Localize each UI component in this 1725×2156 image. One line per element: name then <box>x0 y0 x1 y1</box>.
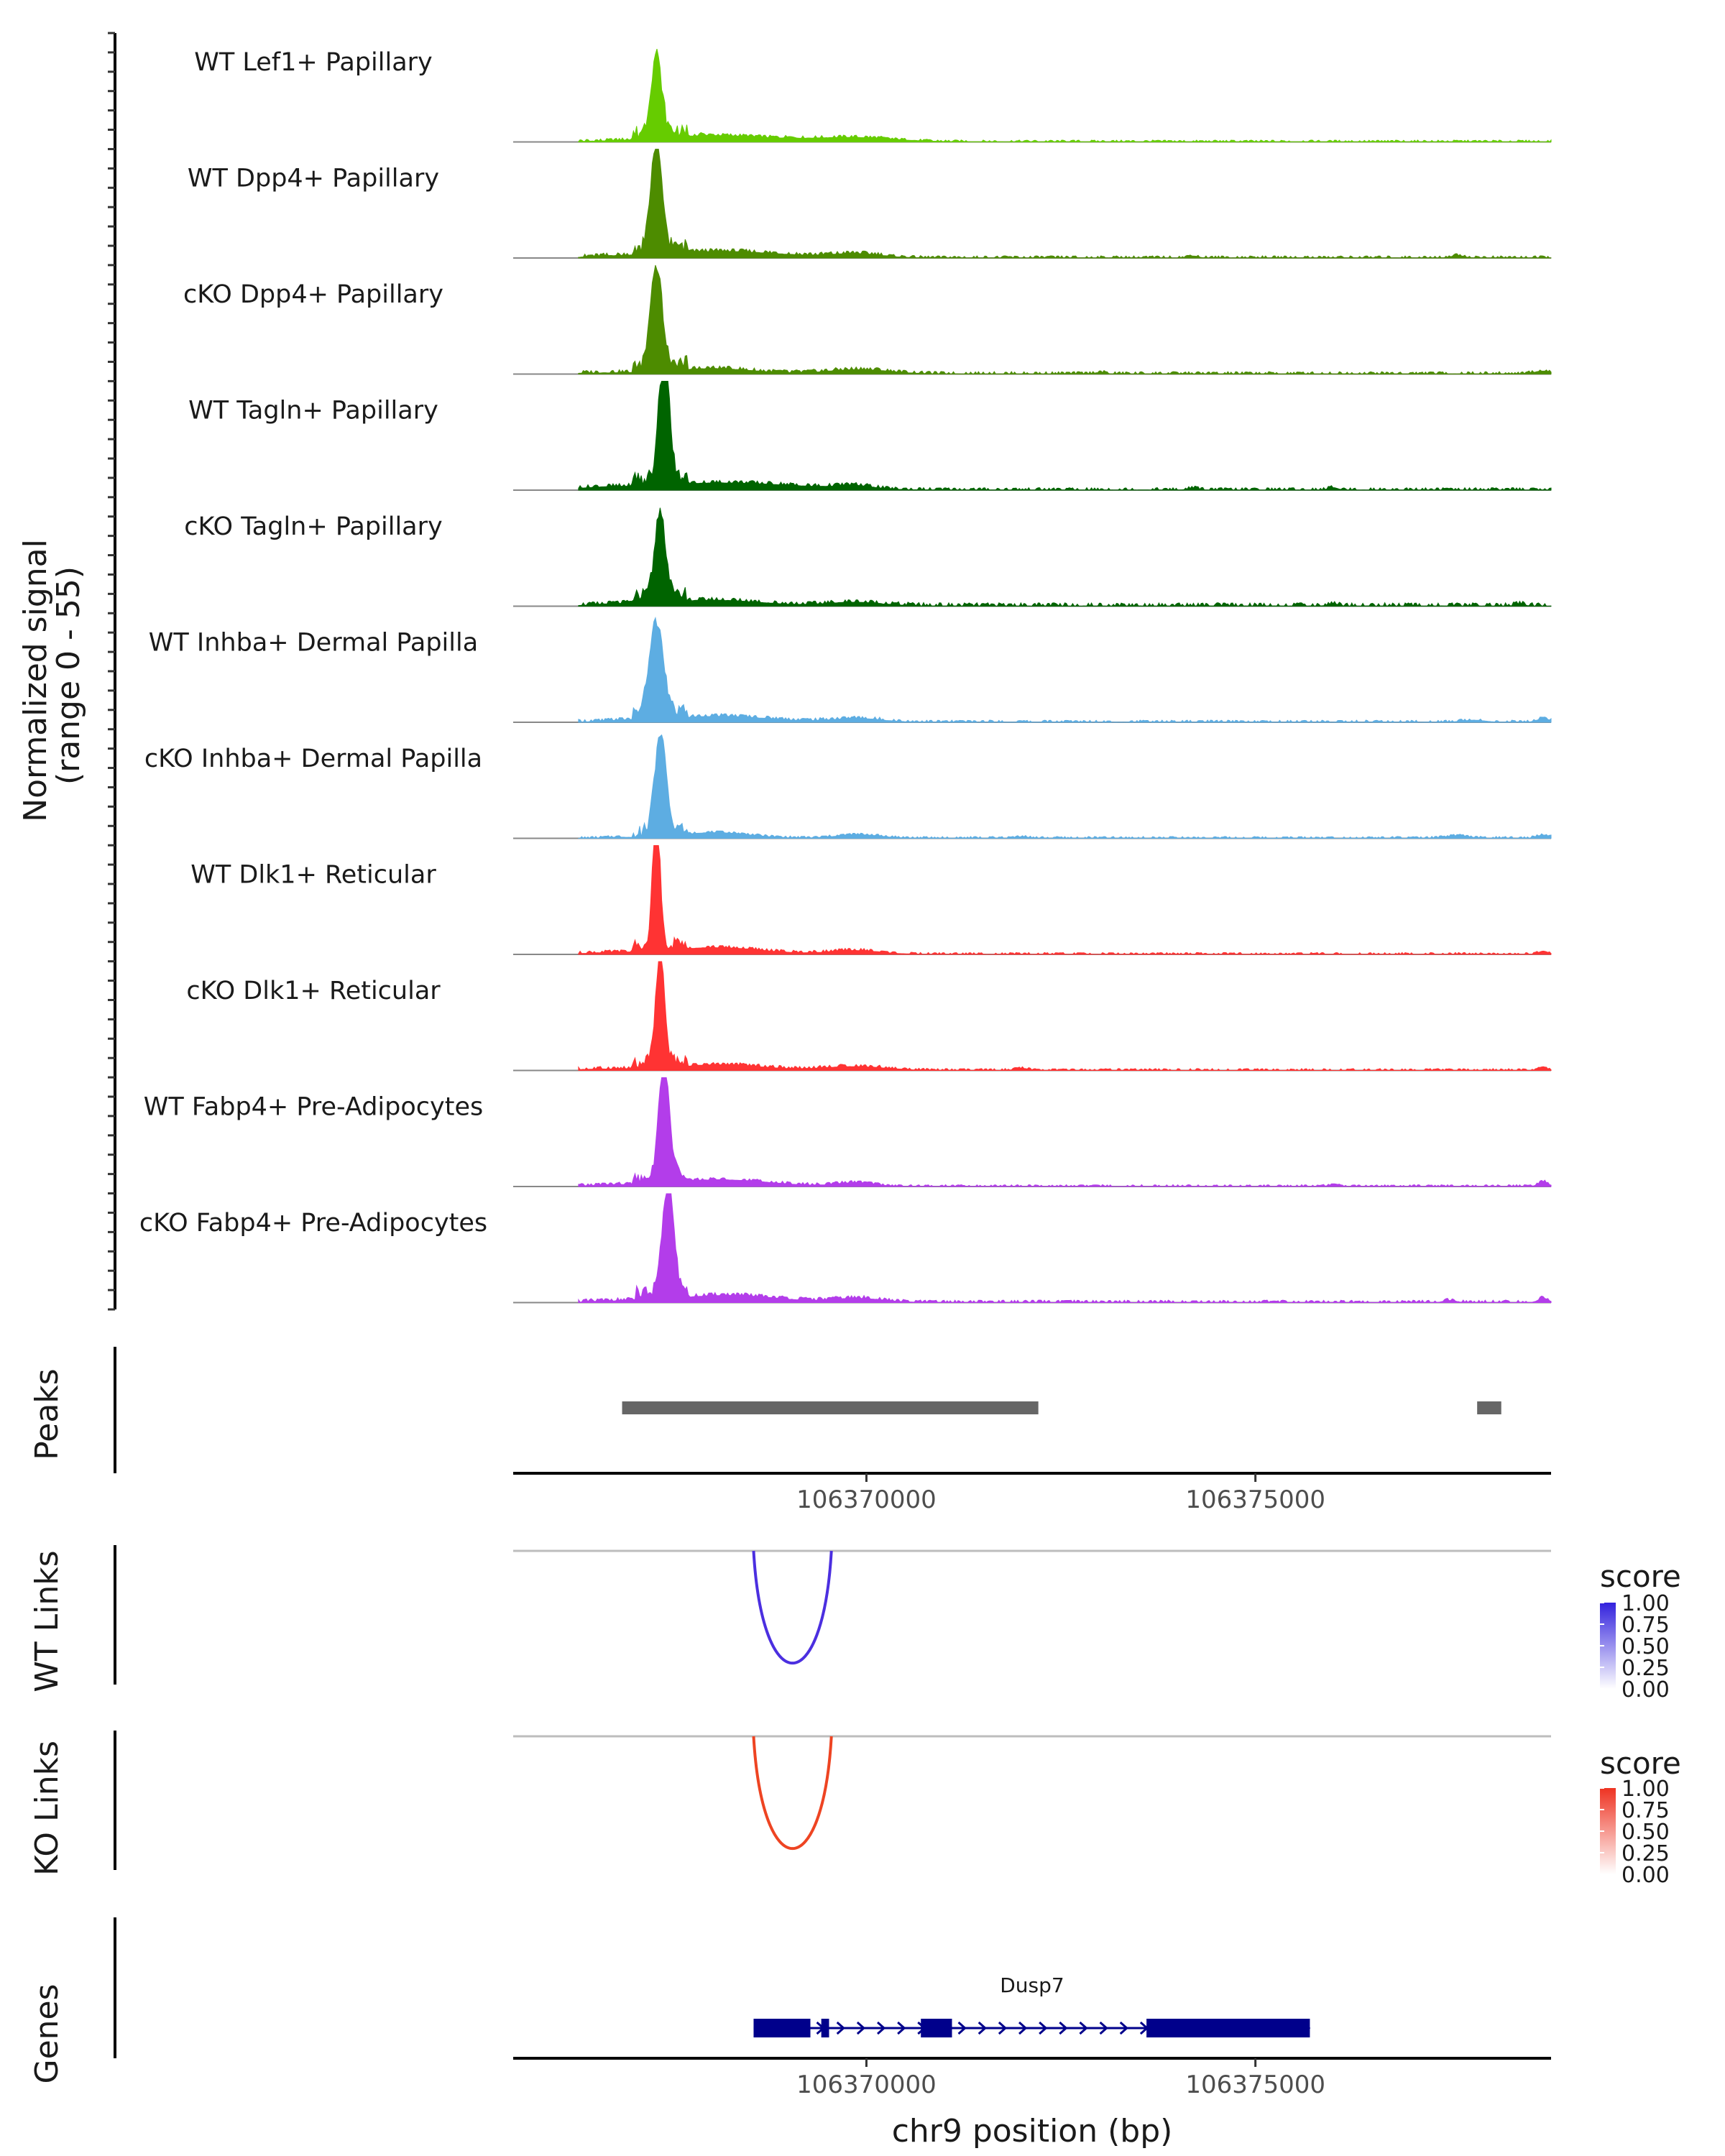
strand-chevron <box>1039 2021 1048 2035</box>
peaks-track-label: Peaks <box>29 1368 65 1460</box>
wt-links-legend-title: score <box>1600 1559 1681 1594</box>
x-axis-upper: 106370000 106375000 <box>513 1472 1551 1514</box>
link-arc <box>752 1736 833 1850</box>
coverage-track-0: WT Lef1+ Papillary <box>194 48 1552 143</box>
legend-tick-label: 0.75 <box>1622 1798 1670 1823</box>
strand-chevron <box>877 2021 886 2035</box>
track-label: WT Tagln+ Papillary <box>188 397 438 425</box>
coverage-area <box>578 1193 1552 1304</box>
coverage-track-1: WT Dpp4+ Papillary <box>188 149 1552 259</box>
y-axis-title-line1: Normalized signal <box>17 539 54 822</box>
track-label: WT Inhba+ Dermal Papilla <box>149 629 478 658</box>
strand-chevron <box>1099 2021 1108 2035</box>
gene-exon <box>921 2019 952 2037</box>
wt-links-track-label: WT Links <box>29 1550 65 1692</box>
gene-exon <box>1146 2019 1310 2037</box>
coverage-track-8: cKO Dlk1+ Reticular <box>186 961 1552 1072</box>
coverage-area <box>578 616 1552 723</box>
track-label: cKO Dpp4+ Papillary <box>183 280 443 309</box>
coverage-area <box>578 507 1552 607</box>
legend-tick-label: 0.00 <box>1622 1677 1670 1703</box>
track-label: cKO Inhba+ Dermal Papilla <box>144 745 482 773</box>
links-tracks: WT Links KO Links score score 1.000.750.… <box>29 1545 1681 1888</box>
ko-links-track-label: KO Links <box>29 1741 65 1876</box>
strand-chevron <box>856 2021 866 2035</box>
gene-exon <box>821 2019 829 2037</box>
coverage-track-5: WT Inhba+ Dermal Papilla <box>149 616 1552 723</box>
x-axis-title: chr9 position (bp) <box>892 2113 1173 2150</box>
coverage-area <box>578 48 1552 143</box>
legend-tick-label: 0.00 <box>1622 1863 1670 1888</box>
y-axis-title-line2: (range 0 - 55) <box>50 566 87 785</box>
strand-chevron <box>1119 2021 1128 2035</box>
track-label: WT Fabp4+ Pre-Adipocytes <box>144 1093 483 1122</box>
x-axis-lower: chr9 position (bp) 106370000 106375000 <box>513 2057 1551 2150</box>
ko-links-legend-title: score <box>1600 1746 1681 1781</box>
legend-tick-label: 0.75 <box>1622 1613 1670 1638</box>
strand-chevron <box>998 2021 1008 2035</box>
strand-chevron <box>897 2021 906 2035</box>
track-label: WT Lef1+ Papillary <box>194 48 433 77</box>
coverage-track-2: cKO Dpp4+ Papillary <box>183 264 1552 375</box>
coverage-area <box>578 264 1552 375</box>
svg-text:Normalized signal (range: Normalized signal (range 0 - 55) <box>17 529 87 822</box>
legend-tick-label: 0.50 <box>1622 1820 1670 1845</box>
coverage-track-7: WT Dlk1+ Reticular <box>190 845 1552 955</box>
coverage-track-9: WT Fabp4+ Pre-Adipocytes <box>144 1077 1552 1187</box>
y-axis-title: Normalized signal (range 0 - 55) <box>17 529 87 822</box>
gene-name-label: Dusp7 <box>1000 1973 1064 1997</box>
coverage-track-3: WT Tagln+ Papillary <box>188 381 1552 491</box>
coverage-track-10: cKO Fabp4+ Pre-Adipocytes <box>139 1193 1552 1304</box>
coverage-area <box>578 381 1552 491</box>
coverage-area <box>578 961 1552 1072</box>
legend-tick-label: 1.00 <box>1622 1591 1670 1616</box>
legend-tick-label: 0.25 <box>1622 1841 1670 1866</box>
coverage-track-4: cKO Tagln+ Papillary <box>184 507 1552 607</box>
coverage-area <box>578 1077 1552 1187</box>
gene-exon <box>753 2019 811 2037</box>
strand-chevron <box>1018 2021 1028 2035</box>
coverage-tracks: WT Lef1+ Papillary WT Dpp4+ Papillary cKO … <box>108 32 1552 1311</box>
strand-chevron <box>1059 2021 1068 2035</box>
legend-tick-label: 1.00 <box>1622 1777 1670 1802</box>
genes-track-label: Genes <box>29 1984 65 2083</box>
peaks-track: Peaks <box>29 1347 1501 1473</box>
track-label: WT Dlk1+ Reticular <box>190 861 436 890</box>
strand-chevron <box>1079 2021 1088 2035</box>
peak-interval <box>622 1401 1039 1414</box>
x-tick-label-upper: 106375000 <box>1185 1485 1325 1514</box>
strand-chevron <box>957 2021 967 2035</box>
legend-tick-label: 0.50 <box>1622 1634 1670 1659</box>
x-tick-label-upper: 106370000 <box>796 1485 937 1514</box>
track-label: cKO Fabp4+ Pre-Adipocytes <box>139 1209 487 1238</box>
strand-chevron <box>978 2021 987 2035</box>
genes-track: Genes Dusp7 <box>29 1917 1311 2084</box>
coverage-area <box>578 734 1552 839</box>
strand-chevron <box>836 2021 845 2035</box>
peak-interval <box>1477 1401 1501 1414</box>
x-tick-label-lower: 106375000 <box>1185 2070 1325 2099</box>
coverage-area <box>578 149 1552 259</box>
coverage-track-6: cKO Inhba+ Dermal Papilla <box>144 734 1552 839</box>
link-arc <box>752 1550 833 1664</box>
track-label: WT Dpp4+ Papillary <box>188 165 439 193</box>
track-label: cKO Tagln+ Papillary <box>184 512 443 541</box>
track-label: cKO Dlk1+ Reticular <box>186 977 441 1005</box>
coverage-area <box>578 845 1552 955</box>
legend-tick-label: 0.25 <box>1622 1656 1670 1681</box>
x-tick-label-lower: 106370000 <box>796 2070 937 2099</box>
